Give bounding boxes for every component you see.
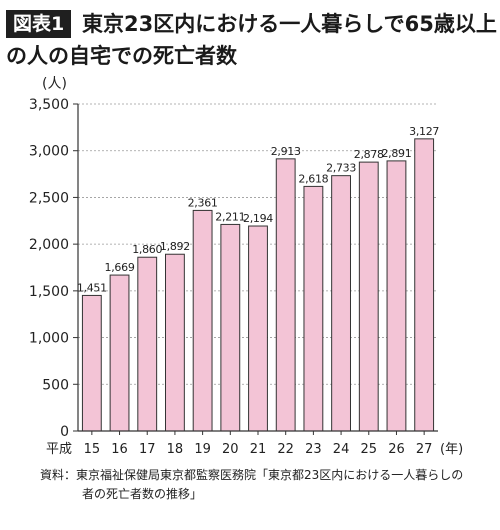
x-tick-label: 17 — [139, 442, 156, 457]
x-tick-label: 24 — [333, 442, 350, 457]
y-tick-label: 500 — [42, 377, 69, 393]
y-tick-label: 3,500 — [29, 97, 69, 113]
bar — [275, 158, 296, 432]
x-tick-label: 27 — [416, 442, 433, 457]
bar — [220, 223, 241, 432]
bar — [358, 161, 379, 432]
y-tick-label: 3,000 — [29, 144, 69, 160]
bar-value-label: 2,913 — [271, 145, 301, 158]
source-line2: 者の死亡者数の推移」 — [82, 487, 203, 501]
x-axis-era-label: 平成 — [46, 442, 72, 457]
y-tick-label: 2,000 — [29, 237, 69, 253]
chart-title-line2: の人の自宅での死亡者数 — [6, 44, 237, 68]
x-tick-label: 15 — [84, 442, 101, 457]
x-tick-label: 22 — [277, 442, 294, 457]
x-tick-label: 26 — [388, 442, 405, 457]
y-tick-label: 1,500 — [29, 284, 69, 300]
bar — [81, 294, 102, 432]
x-tick-label: 21 — [250, 442, 267, 457]
y-axis-unit-label: (人) — [42, 76, 67, 92]
bar — [192, 209, 213, 432]
bar-value-label: 2,194 — [243, 212, 273, 225]
bar — [109, 274, 130, 432]
bar — [414, 138, 435, 432]
source-note: 資料：東京福祉保健局東京都監察医務院「東京都23区内における一人暮らしの 者の死… — [40, 466, 490, 504]
chart-title-line1: 東京23区内における一人暮らしで65歳以上 — [82, 12, 497, 36]
bar-value-label: 1,669 — [105, 261, 135, 274]
bar-value-label: 2,361 — [188, 196, 218, 209]
bar-value-label: 1,860 — [132, 243, 162, 256]
bar-value-label: 1,892 — [160, 240, 190, 253]
bar-value-label: 2,211 — [215, 210, 245, 223]
y-tick-label: 0 — [60, 424, 69, 440]
bar — [248, 225, 268, 432]
bar-value-label: 2,618 — [298, 172, 328, 185]
x-tick-label: 18 — [167, 442, 184, 457]
bar — [165, 253, 185, 432]
bar-value-label: 3,127 — [409, 125, 439, 138]
bar — [303, 185, 324, 432]
bar-value-label: 2,733 — [326, 162, 356, 175]
x-tick-label: 25 — [360, 442, 377, 457]
x-tick-label: 16 — [111, 442, 128, 457]
bar — [331, 175, 351, 432]
bar-value-label: 2,878 — [354, 148, 384, 161]
y-tick-label: 1,000 — [29, 331, 69, 347]
bar — [137, 256, 158, 432]
x-tick-label: 19 — [194, 442, 211, 457]
y-tick-label: 2,500 — [29, 190, 69, 206]
figure-badge: 図表1 — [6, 10, 72, 38]
bar — [386, 160, 407, 432]
bar-chart: 0 500 1,000 1,500 2,000 2,500 3,000 3,500 (人) 1,4… — [29, 76, 463, 457]
chart-header: 図表1 東京23区内における一人暮らしで65歳以上 の人の自宅での死亡者数 — [6, 4, 497, 72]
bar-value-label: 1,451 — [77, 281, 107, 294]
x-axis-unit-label: (年) — [440, 442, 463, 457]
source-line1: 資料：東京福祉保健局東京都監察医務院「東京都23区内における一人暮らしの — [40, 468, 464, 482]
bar-value-label: 2,891 — [381, 147, 411, 160]
x-tick-label: 20 — [222, 442, 239, 457]
x-tick-label: 23 — [305, 442, 322, 457]
